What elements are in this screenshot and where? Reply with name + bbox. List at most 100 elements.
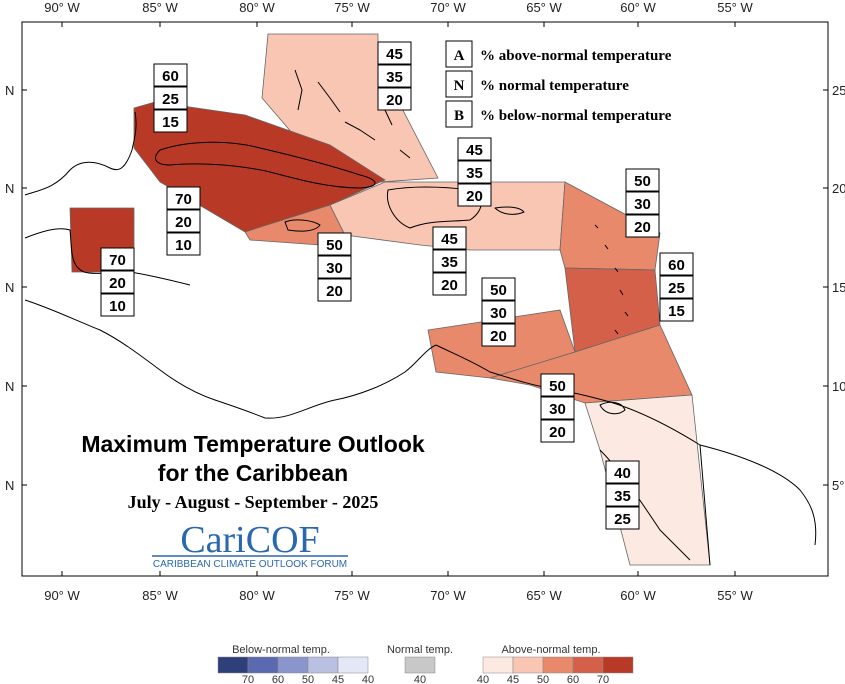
legend-normal-swatch (404, 656, 436, 674)
tick-marks (22, 22, 828, 576)
legend-below-title: Below-normal temp. (232, 644, 330, 656)
color-legend: Below-normal temp. Normal temp. Above-no… (217, 644, 634, 684)
prob-value-leeward-islands-above: 50 (634, 173, 651, 190)
lat-right-label: 15 (832, 280, 845, 295)
prob-value-cuba-south-below: 10 (175, 237, 192, 254)
lon-bottom-label: 85° W (142, 588, 178, 603)
prob-box-cuba-north-below (153, 109, 188, 133)
prob-box-trinidad-above (540, 373, 575, 397)
probability-boxes: 45 35 20 60 25 15 70 20 10 70 20 10 50 30 20 45 35 20 45 35… (100, 41, 694, 530)
prob-value-abc-islands-below: 20 (490, 328, 507, 345)
coastlines (24, 69, 817, 566)
legend-swatches: 70 60 50 45 40 40 40 45 50 60 70 (217, 656, 634, 684)
prob-box-trinidad-below (540, 419, 575, 443)
prob-value-abc-islands-normal: 30 (490, 305, 507, 322)
key-letter-n: N (454, 78, 465, 94)
lat-left-label: N (5, 83, 14, 98)
prob-value-belize-above: 70 (109, 252, 126, 269)
prob-value-belize-below: 10 (109, 298, 126, 315)
prob-value-hispaniola-south-below: 20 (441, 277, 458, 294)
legend-above-title: Above-normal temp. (501, 644, 600, 656)
logo-main-text: CariCOF (180, 519, 319, 561)
prob-value-bahamas-normal: 35 (386, 69, 403, 86)
prob-box-abc-islands-above (481, 277, 516, 301)
prob-value-leeward-islands-below: 20 (634, 219, 651, 236)
lon-bottom-label: 70° W (430, 588, 466, 603)
prob-value-cuba-north-normal: 25 (162, 91, 179, 108)
legend-below-swatch (307, 656, 339, 674)
prob-box-bahamas-normal (377, 64, 412, 88)
prob-box-belize-below (100, 293, 135, 317)
lon-top-label: 90° W (44, 0, 80, 15)
legend-below-swatch (247, 656, 279, 674)
prob-box-hispaniola-north-below (457, 183, 492, 207)
legend-normal-tick: 40 (414, 674, 426, 684)
prob-box-hispaniola-north-above (457, 137, 492, 161)
prob-box-guianas-normal (605, 483, 640, 507)
legend-below-tick: 70 (242, 674, 254, 684)
lat-left-label: N (5, 181, 14, 196)
prob-value-cuba-north-below: 15 (162, 114, 179, 131)
key-box-b (445, 100, 473, 128)
prob-box-cuba-south-normal (166, 209, 201, 233)
prob-value-jamaica-above: 50 (326, 237, 343, 254)
lat-left-labels: N N N N N (5, 83, 14, 493)
legend-above-tick: 70 (597, 674, 609, 684)
lat-right-label: 20 (832, 181, 845, 196)
lon-top-label: 55° W (717, 0, 753, 15)
lat-left-label: N (5, 478, 14, 493)
prob-value-hispaniola-south-normal: 35 (441, 254, 458, 271)
legend-above-swatch (482, 656, 514, 674)
legend-above-swatch (602, 656, 634, 674)
legend-below-tick: 45 (332, 674, 344, 684)
key-letter-b: B (454, 108, 464, 124)
legend-below-swatch (217, 656, 249, 674)
legend-above-tick: 60 (567, 674, 579, 684)
key-box-n (445, 70, 473, 98)
caricof-logo: CariCOF CARIBBEAN CLIMATE OUTLOOK FORUM (152, 519, 348, 570)
prob-box-trinidad-normal (540, 396, 575, 420)
lon-bottom-label: 80° W (239, 588, 275, 603)
prob-box-guianas-above (605, 460, 640, 484)
legend-above-swatch (512, 656, 544, 674)
title-line1: Maximum Temperature Outlook (81, 431, 425, 457)
prob-box-jamaica-below (317, 278, 352, 302)
prob-box-belize-normal (100, 270, 135, 294)
prob-value-jamaica-normal: 30 (326, 260, 343, 277)
lon-top-label: 70° W (430, 0, 466, 15)
key-text-a: % above-normal temperature (480, 48, 672, 64)
prob-value-guianas-normal: 35 (614, 488, 631, 505)
lon-top-label: 85° W (142, 0, 178, 15)
prob-value-hispaniola-north-normal: 35 (466, 165, 483, 182)
lon-bottom-labels: 90° W 85° W 80° W 75° W 70° W 65° W 60° … (44, 588, 753, 603)
key-letter-a: A (454, 48, 465, 64)
legend-above-swatch (572, 656, 604, 674)
prob-value-hispaniola-north-below: 20 (466, 188, 483, 205)
lat-right-label: 10 (832, 379, 845, 394)
legend-normal-title: Normal temp. (387, 644, 453, 656)
prob-box-hispaniola-south-normal (432, 249, 467, 273)
prob-box-cuba-north-normal (153, 86, 188, 110)
prob-box-belize-above (100, 247, 135, 271)
prob-value-bahamas-below: 20 (386, 92, 403, 109)
lon-top-label: 60° W (620, 0, 656, 15)
lat-left-label: N (5, 280, 14, 295)
prob-value-jamaica-below: 20 (326, 283, 343, 300)
lat-right-label: 25 (832, 83, 845, 98)
lat-left-label: N (5, 379, 14, 394)
legend-below-swatch (277, 656, 309, 674)
prob-value-trinidad-above: 50 (549, 378, 566, 395)
prob-box-cuba-south-below (166, 232, 201, 256)
prob-value-guianas-below: 25 (614, 511, 631, 528)
title-line2: for the Caribbean (158, 460, 348, 486)
key: A % above-normal temperature N % normal … (445, 40, 672, 128)
lon-top-label: 75° W (334, 0, 370, 15)
prob-value-cuba-south-normal: 20 (175, 214, 192, 231)
prob-value-bahamas-above: 45 (386, 46, 403, 63)
lon-bottom-label: 90° W (44, 588, 80, 603)
key-text-n: % normal temperature (480, 78, 629, 94)
prob-box-windward-islands-normal (659, 275, 694, 299)
lon-bottom-label: 55° W (717, 588, 753, 603)
prob-box-leeward-islands-above (625, 168, 660, 192)
